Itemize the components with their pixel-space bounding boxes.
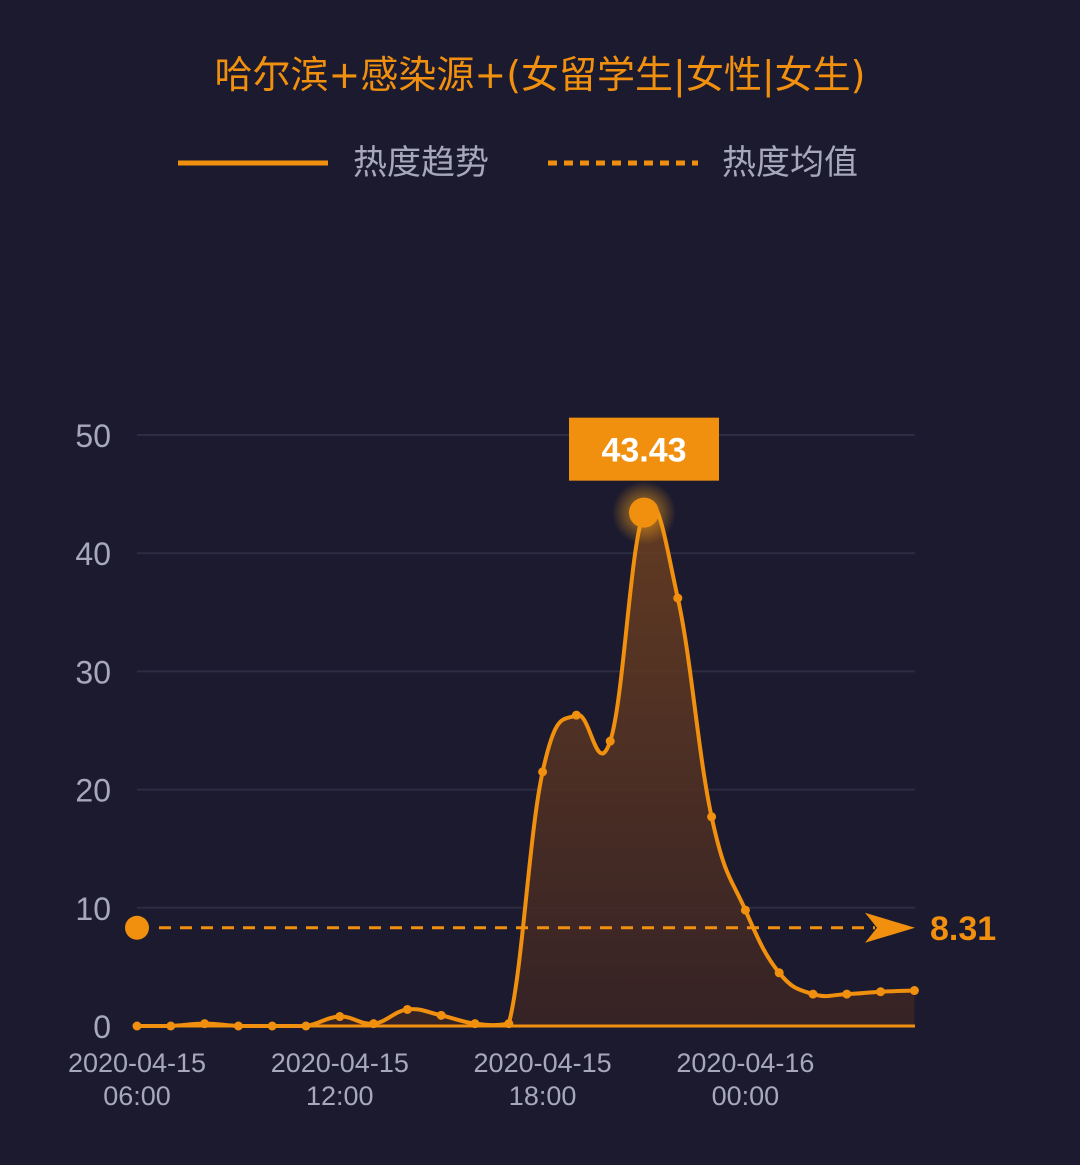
legend-trend-label: 热度趋势 — [353, 143, 489, 183]
y-tick-label-50: 50 — [75, 418, 111, 454]
x-tick-label-2-line-0: 2020-04-15 — [474, 1048, 612, 1078]
peak-dot — [629, 497, 659, 528]
x-tick-label-0-line-0: 2020-04-15 — [68, 1048, 206, 1078]
peak-value-label: 43.43 — [601, 432, 686, 470]
data-point-9 — [436, 1010, 446, 1020]
data-point-0 — [132, 1021, 142, 1031]
x-tick-label-3-line-1: 00:00 — [712, 1081, 780, 1111]
y-tick-label-0: 0 — [93, 1009, 111, 1045]
average-dot — [125, 915, 149, 940]
chart-title: 哈尔滨+感染源+(女留学生|女性|女生) — [215, 53, 866, 98]
x-tick-label-2: 2020-04-15 18:00 — [474, 1048, 612, 1111]
y-axis: 0 10 20 30 40 50 — [75, 418, 111, 1045]
data-point-19 — [774, 968, 784, 978]
x-tick-label-1: 2020-04-15 12:00 — [271, 1048, 409, 1111]
data-point-23 — [909, 986, 919, 996]
x-tick-label-0: 2020-04-15 06:00 — [68, 1048, 206, 1111]
trend-points — [132, 593, 919, 1031]
data-point-1 — [166, 1021, 176, 1031]
x-tick-label-3-line-0: 2020-04-16 — [676, 1048, 814, 1078]
x-tick-label-1-line-0: 2020-04-15 — [271, 1048, 409, 1078]
data-point-17 — [707, 812, 717, 822]
y-tick-label-40: 40 — [75, 536, 111, 572]
data-point-13 — [571, 710, 581, 720]
data-point-8 — [402, 1004, 412, 1014]
data-point-3 — [233, 1021, 243, 1031]
data-point-14 — [605, 736, 615, 746]
legend: 热度趋势 热度均值 — [178, 143, 858, 183]
data-point-5 — [301, 1021, 311, 1031]
data-point-12 — [538, 767, 548, 777]
peak-marker: 43.43 — [569, 417, 719, 545]
data-point-6 — [335, 1012, 345, 1022]
legend-average-label: 热度均值 — [722, 143, 858, 183]
data-point-21 — [842, 989, 852, 999]
x-tick-label-0-line-1: 06:00 — [103, 1081, 171, 1111]
trend-area — [137, 504, 915, 1026]
grid-lines — [137, 434, 915, 909]
average-arrow-icon — [865, 912, 915, 943]
x-tick-label-3: 2020-04-16 00:00 — [676, 1048, 814, 1111]
x-tick-label-2-line-1: 18:00 — [509, 1081, 577, 1111]
average-value-label: 8.31 — [930, 910, 996, 948]
y-tick-label-20: 20 — [75, 773, 111, 809]
data-point-7 — [369, 1019, 379, 1029]
data-point-20 — [808, 989, 818, 999]
average-marker: 8.31 — [125, 910, 996, 948]
data-point-18 — [740, 905, 750, 915]
data-point-2 — [200, 1019, 210, 1029]
data-point-4 — [267, 1021, 277, 1031]
data-point-10 — [470, 1019, 480, 1029]
peak-label-box — [569, 417, 719, 481]
data-point-11 — [504, 1019, 514, 1029]
data-point-16 — [673, 593, 683, 603]
x-tick-label-1-line-1: 12:00 — [306, 1081, 374, 1111]
y-tick-label-30: 30 — [75, 654, 111, 690]
y-tick-label-10: 10 — [75, 891, 111, 927]
data-point-22 — [876, 987, 886, 997]
trend-line — [137, 502, 915, 1028]
